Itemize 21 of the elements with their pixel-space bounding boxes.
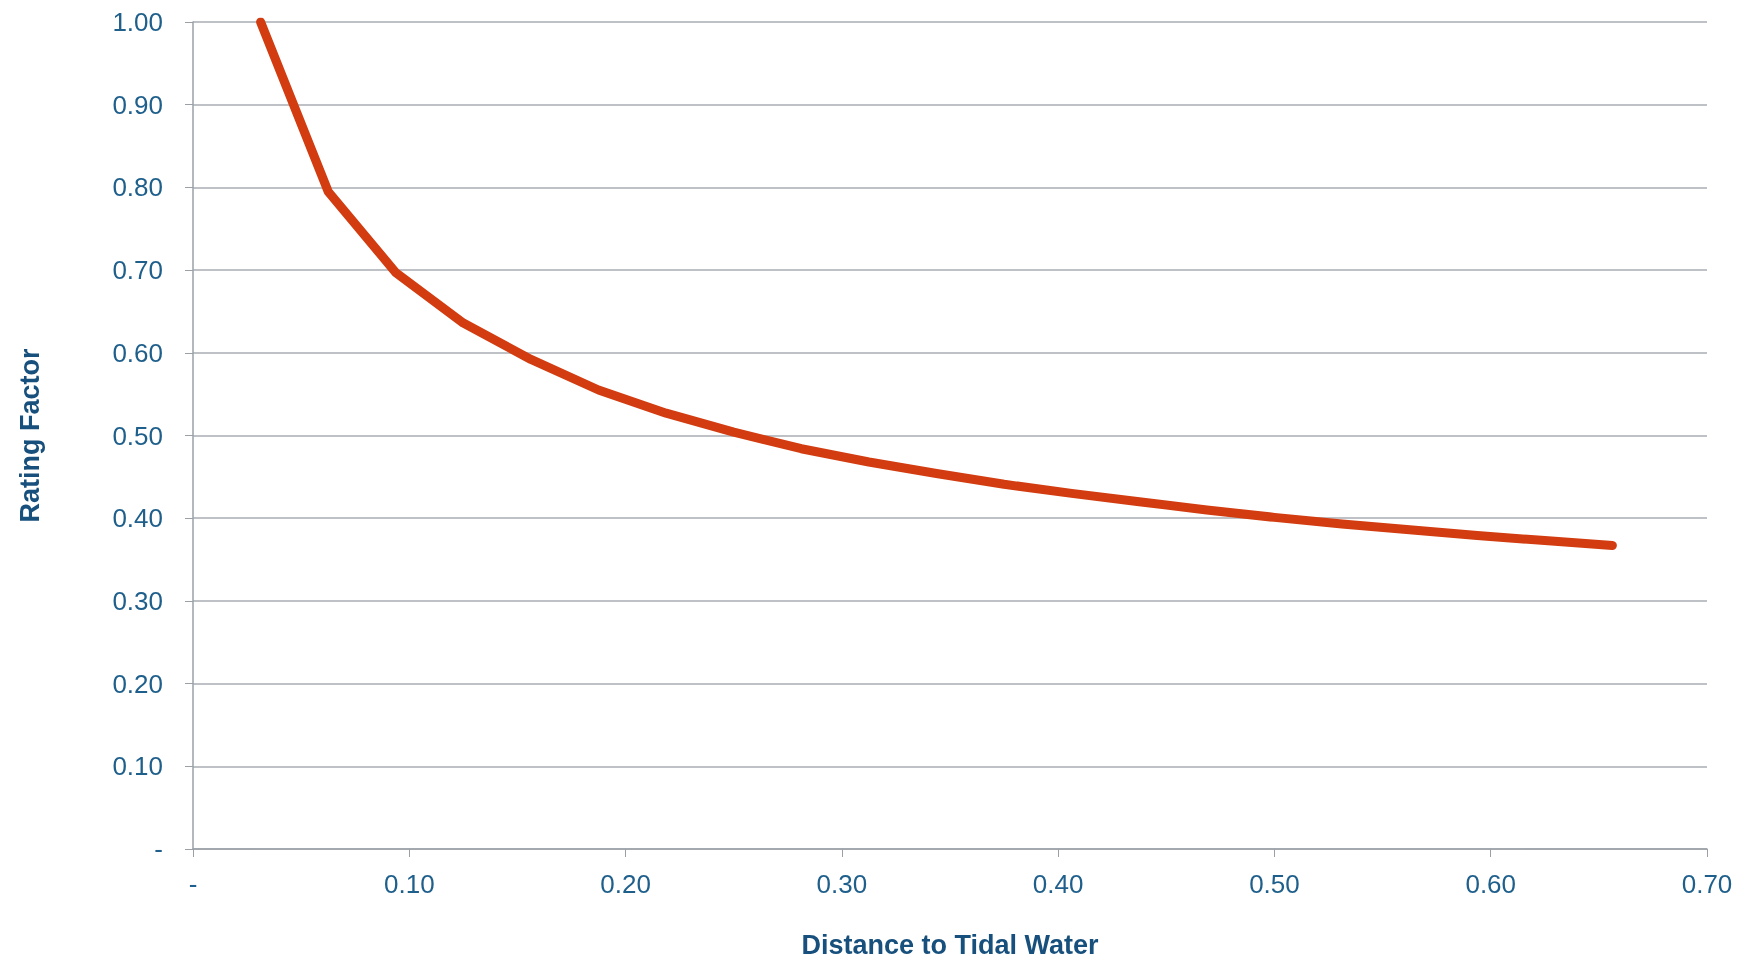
x-tick-label: 0.20 — [600, 869, 651, 899]
y-tick-label: 0.30 — [112, 585, 163, 616]
y-tick-label: - — [154, 834, 163, 864]
x-tick-label: 0.30 — [816, 869, 868, 899]
y-tick-label: 0.20 — [112, 668, 163, 699]
x-tick-label: 0.40 — [1032, 869, 1084, 899]
y-tick-label: 0.50 — [112, 420, 163, 451]
y-tick-label: 0.40 — [112, 503, 163, 534]
y-tick-label: 0.80 — [112, 172, 163, 203]
x-axis-title: Distance to Tidal Water — [801, 929, 1100, 960]
x-tick-label: - — [188, 869, 198, 899]
y-tick-label: 0.70 — [112, 255, 163, 286]
y-tick-label: 0.90 — [112, 89, 163, 120]
x-tick-label: 0.70 — [1681, 869, 1733, 899]
y-tick-label: 1.00 — [112, 7, 163, 37]
y-tick-label: 0.10 — [112, 751, 163, 782]
x-tick-label: 0.60 — [1465, 869, 1517, 899]
y-axis-title: Rating Factor — [14, 348, 45, 523]
y-tick-label: 0.60 — [112, 337, 163, 368]
x-tick-label: 0.10 — [383, 869, 435, 899]
x-tick-label: 0.50 — [1249, 869, 1300, 899]
